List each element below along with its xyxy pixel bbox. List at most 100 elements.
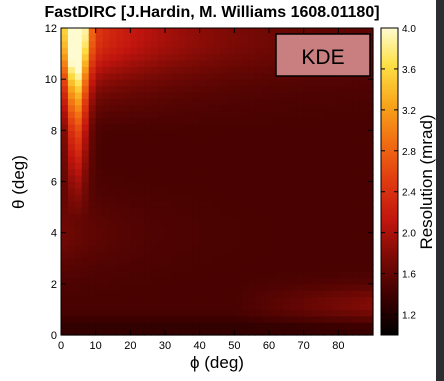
heatmap-cell	[102, 258, 111, 266]
heatmap-cell	[213, 283, 222, 291]
heatmap-cell	[269, 85, 277, 93]
heatmap-cell	[151, 251, 159, 259]
heatmap-cell	[227, 296, 235, 304]
heatmap-cell	[275, 219, 284, 227]
heatmap-cell	[255, 66, 263, 74]
x-tick-label: 20	[124, 340, 136, 352]
heatmap-cell	[192, 136, 201, 144]
heatmap-cell	[116, 181, 124, 189]
heatmap-cell	[303, 162, 312, 170]
heatmap-cell	[296, 79, 305, 87]
heatmap-cell	[262, 85, 270, 93]
heatmap-cell	[109, 309, 118, 317]
heatmap-cell	[324, 187, 332, 195]
heatmap-cell	[296, 309, 305, 317]
heatmap-cell	[359, 175, 367, 183]
heatmap-cell	[67, 117, 76, 125]
heatmap-cell	[95, 296, 104, 304]
heatmap-cell	[158, 245, 166, 253]
heatmap-cell	[81, 149, 90, 157]
heatmap-cell	[310, 111, 319, 119]
heatmap-cell	[206, 85, 215, 93]
heatmap-cell	[74, 207, 83, 215]
heatmap-cell	[359, 28, 367, 35]
heatmap-cell	[81, 213, 90, 221]
heatmap-cell	[220, 34, 228, 42]
colorbar-ticks: 1.21.62.02.42.83.23.64.0	[381, 24, 416, 322]
heatmap-cell	[206, 143, 215, 151]
heatmap-cell	[359, 187, 367, 195]
heatmap-cell	[248, 59, 256, 67]
heatmap-cell	[185, 47, 194, 55]
heatmap-cell	[282, 85, 291, 93]
heatmap-cell	[345, 258, 353, 266]
heatmap-cell	[95, 290, 104, 298]
heatmap-cell	[74, 258, 83, 266]
heatmap-cell	[61, 303, 69, 311]
heatmap-cell	[171, 130, 180, 138]
heatmap-cell	[102, 162, 111, 170]
heatmap-cell	[137, 66, 145, 74]
heatmap-cell	[206, 162, 215, 170]
heatmap-cell	[74, 47, 83, 55]
heatmap-cell	[331, 309, 339, 317]
heatmap-cell	[317, 207, 326, 215]
heatmap-cell	[81, 258, 90, 266]
heatmap-cell	[234, 111, 242, 119]
heatmap-cell	[199, 219, 208, 227]
heatmap-cell	[241, 162, 249, 170]
heatmap-cell	[88, 245, 97, 253]
heatmap-cell	[102, 117, 111, 125]
heatmap-cell	[359, 219, 367, 227]
heatmap-cell	[165, 226, 173, 234]
heatmap-cell	[123, 34, 131, 42]
heatmap-cell	[116, 264, 124, 272]
heatmap-cell	[206, 40, 215, 48]
heatmap-cell	[165, 47, 173, 55]
heatmap-cell	[366, 194, 374, 202]
heatmap-cell	[262, 117, 270, 125]
heatmap-cell	[345, 277, 353, 285]
heatmap-cell	[213, 207, 222, 215]
heatmap-cell	[275, 175, 284, 183]
heatmap-cell	[220, 123, 228, 131]
heatmap-cell	[352, 104, 360, 112]
heatmap-cell	[324, 207, 332, 215]
heatmap-cell	[158, 155, 166, 163]
heatmap-cell	[123, 85, 131, 93]
heatmap-cell	[109, 226, 118, 234]
heatmap-cell	[158, 117, 166, 125]
heatmap-cell	[144, 28, 152, 35]
y-tick-label: 4	[51, 228, 57, 240]
heatmap-cell	[269, 34, 277, 42]
heatmap-cell	[366, 232, 374, 240]
heatmap-cell	[61, 290, 69, 298]
heatmap-cell	[359, 162, 367, 170]
heatmap-cell	[109, 328, 118, 336]
heatmap-cell	[61, 155, 69, 163]
x-tick-label: 10	[90, 340, 102, 352]
heatmap-cell	[220, 322, 228, 330]
heatmap-cell	[95, 239, 104, 247]
heatmap-cell	[67, 181, 76, 189]
heatmap-cell	[234, 271, 242, 279]
heatmap-cell	[144, 277, 152, 285]
heatmap-cell	[338, 251, 346, 259]
heatmap-cell	[275, 143, 284, 151]
heatmap-cell	[67, 251, 76, 259]
heatmap-cell	[289, 111, 298, 119]
heatmap-cell	[303, 258, 312, 266]
heatmap-cell	[158, 271, 166, 279]
y-tick-label: 10	[45, 74, 57, 86]
heatmap-cell	[144, 162, 152, 170]
heatmap-cell	[123, 328, 131, 336]
heatmap-cell	[116, 258, 124, 266]
heatmap-cell	[255, 264, 263, 272]
heatmap-cell	[74, 277, 83, 285]
heatmap-cell	[310, 283, 319, 291]
heatmap-cell	[282, 28, 291, 35]
heatmap-cell	[116, 130, 124, 138]
heatmap-cell	[88, 136, 97, 144]
heatmap-cell	[213, 136, 222, 144]
heatmap-cell	[144, 117, 152, 125]
